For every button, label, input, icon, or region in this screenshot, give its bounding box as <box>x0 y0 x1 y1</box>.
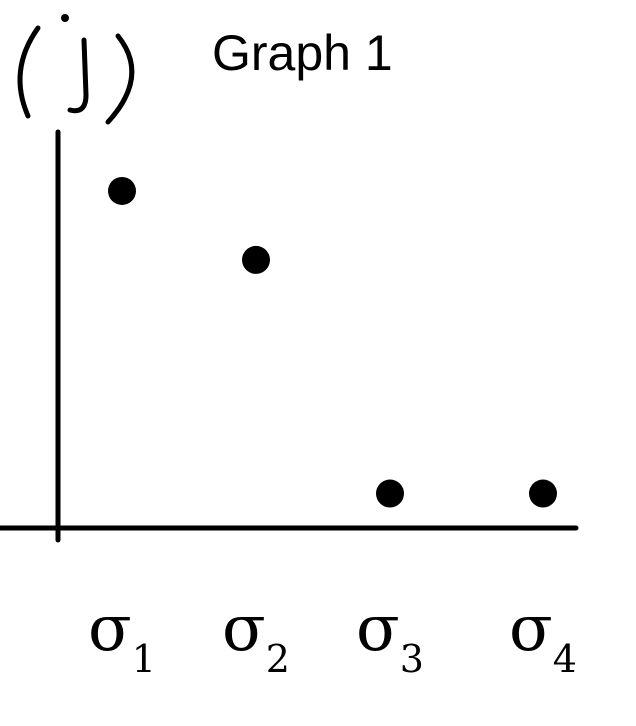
data-points <box>108 176 557 508</box>
data-point-3 <box>376 479 404 508</box>
x-tick-labels: σ1 σ2 σ3 σ4 <box>88 592 577 681</box>
chart-title: Graph 1 <box>212 25 393 81</box>
x-tick-label-1: σ1 <box>88 592 156 681</box>
y-label-right-paren <box>105 33 135 125</box>
y-label-j <box>67 37 89 114</box>
y-axis-label <box>17 14 135 125</box>
x-tick-label-2: σ2 <box>222 592 290 681</box>
data-point-1 <box>108 176 136 205</box>
x-tick-label-3: σ3 <box>356 592 424 681</box>
data-point-2 <box>242 245 270 274</box>
data-point-4 <box>529 479 557 508</box>
y-label-left-paren <box>17 25 41 119</box>
x-tick-label-4: σ4 <box>509 592 577 681</box>
y-label-dot <box>61 14 69 22</box>
